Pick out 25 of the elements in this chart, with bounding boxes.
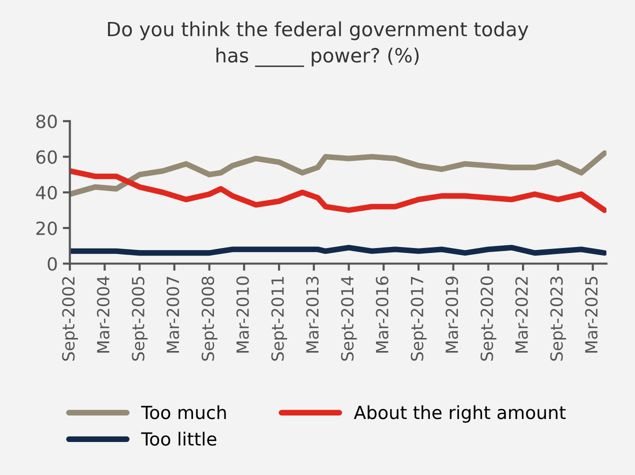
y-tick-label: 40 bbox=[36, 186, 57, 200]
x-tick-label: Sept-2011 bbox=[271, 276, 288, 361]
x-tick-label: Sept-2014 bbox=[341, 276, 357, 361]
x-tick-label: Sept-2008 bbox=[202, 276, 218, 361]
x-tick-label: Mar-2004 bbox=[96, 276, 110, 353]
y-tick-label: 0 bbox=[48, 257, 57, 271]
y-tick-label: 60 bbox=[36, 150, 57, 164]
x-tick-label: Mar-2025 bbox=[585, 276, 598, 353]
x-tick-label: Mar-2019 bbox=[446, 276, 458, 353]
chart-title: Do you think the federal government today has _____ power? (%) bbox=[108, 21, 528, 67]
legend-label: About the right amount bbox=[354, 405, 566, 423]
y-tick-label: 20 bbox=[36, 221, 57, 236]
x-tick-label: Mar-2013 bbox=[306, 276, 319, 353]
y-tick-label: 80 bbox=[36, 114, 57, 128]
x-tick-label: Mar-2007 bbox=[166, 276, 180, 353]
x-tick-label: Sept-2020 bbox=[480, 276, 496, 361]
x-tick-label: Sept-2017 bbox=[410, 276, 427, 361]
x-tick-label: Mar-2010 bbox=[236, 276, 249, 353]
x-tick-label: Mar-2022 bbox=[515, 277, 528, 353]
x-tick-label: Sept-2002 bbox=[62, 277, 78, 361]
x-tick-label: Sept-2005 bbox=[132, 276, 148, 361]
legend-label: Too much bbox=[141, 405, 226, 420]
x-tick-label: Mar-2016 bbox=[376, 276, 388, 353]
x-tick-label: Sept-2023 bbox=[550, 276, 566, 361]
legend-label: Too little bbox=[141, 432, 216, 446]
